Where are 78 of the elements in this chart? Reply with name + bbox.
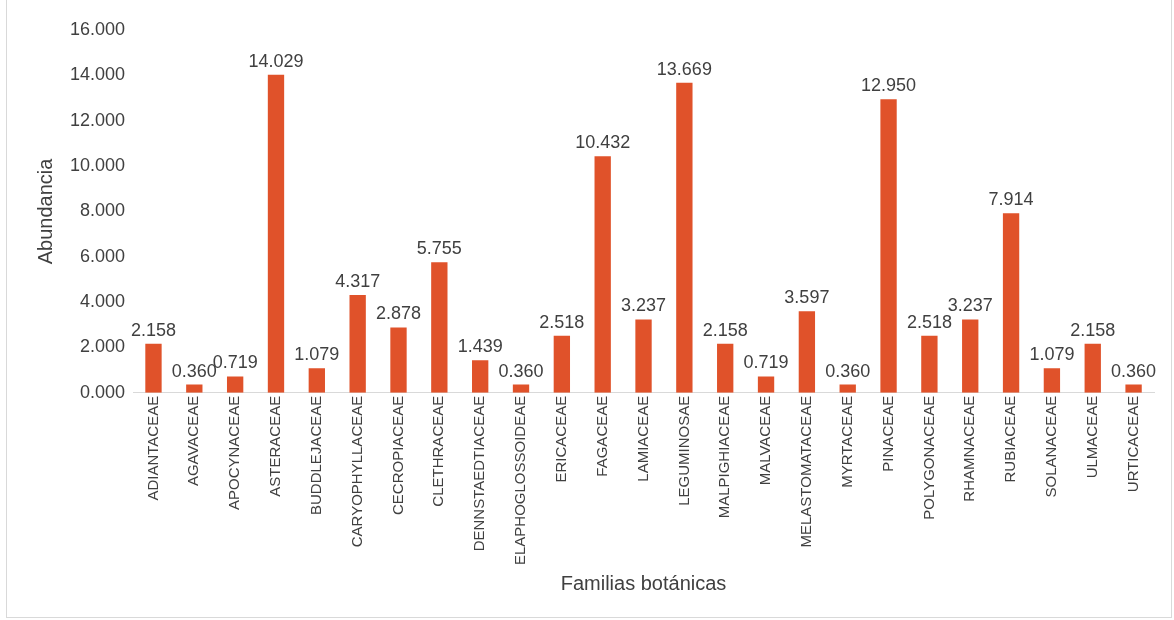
x-tick-label: RHAMNACEAE bbox=[960, 395, 978, 502]
bar bbox=[798, 311, 816, 393]
x-tick-label: CLETHRACEAE bbox=[429, 395, 447, 507]
bar bbox=[145, 343, 162, 393]
bar bbox=[635, 319, 652, 393]
y-tick-label: 6.000 bbox=[80, 245, 126, 266]
data-label: 3.597 bbox=[784, 287, 830, 308]
x-tick-label: DENNSTAEDTIACEAE bbox=[470, 395, 488, 552]
data-label: 2.158 bbox=[1070, 319, 1116, 340]
x-axis-title: Familias botánicas bbox=[560, 571, 727, 594]
bar bbox=[962, 319, 979, 393]
bar bbox=[390, 327, 407, 393]
bar bbox=[717, 343, 734, 393]
data-label: 0.360 bbox=[498, 360, 544, 381]
x-tick-label: ULMACEAE bbox=[1082, 395, 1100, 479]
y-tick-label: 8.000 bbox=[80, 200, 126, 221]
x-tick-label: LAMIACEAE bbox=[633, 395, 651, 482]
x-tick-label: LEGUMINOSAE bbox=[674, 395, 692, 506]
y-tick-label: 4.000 bbox=[80, 291, 126, 312]
data-label: 1.439 bbox=[457, 336, 503, 357]
bar bbox=[431, 262, 448, 393]
bar bbox=[553, 335, 571, 393]
bar bbox=[880, 99, 897, 393]
bar bbox=[1002, 213, 1020, 393]
x-tick-label: ERICACEAE bbox=[551, 395, 569, 483]
data-label: 4.317 bbox=[335, 270, 381, 291]
x-tick-label: POLYGONACEAE bbox=[919, 395, 937, 520]
data-label: 2.878 bbox=[375, 303, 422, 324]
x-tick-label: SOLANACEAE bbox=[1042, 395, 1060, 498]
data-label: 5.755 bbox=[416, 238, 462, 259]
x-tick-label: MALVACEAE bbox=[756, 395, 774, 486]
data-label: 0.719 bbox=[743, 352, 789, 373]
bar bbox=[594, 156, 611, 393]
bar bbox=[308, 368, 325, 393]
x-tick-label: ADIANTACEAE bbox=[143, 395, 161, 501]
y-tick-label: 14.000 bbox=[69, 64, 126, 85]
x-tick-label: AGAVACEAE bbox=[184, 395, 202, 487]
y-axis-title: Abundancia bbox=[33, 157, 56, 265]
data-label: 12.950 bbox=[861, 75, 917, 96]
x-tick-label: ASTERACEAE bbox=[266, 395, 284, 497]
x-tick-label: CECROPIACEAE bbox=[388, 395, 406, 515]
bar bbox=[226, 376, 244, 393]
data-label: 14.029 bbox=[248, 50, 304, 71]
data-label: 2.158 bbox=[130, 319, 176, 340]
bar bbox=[921, 335, 938, 393]
x-tick-label: BUDDLEJACEAE bbox=[306, 395, 324, 515]
bar bbox=[349, 294, 366, 393]
data-label: 0.360 bbox=[825, 360, 871, 381]
x-tick-label: MALPIGHIACEAE bbox=[715, 395, 733, 519]
data-label: 2.158 bbox=[702, 319, 748, 340]
bar bbox=[757, 376, 775, 393]
data-label: 7.914 bbox=[988, 189, 1034, 210]
y-tick-label: 16.000 bbox=[69, 18, 126, 39]
x-tick-label: PINACEAE bbox=[878, 395, 896, 472]
data-label: 0.360 bbox=[1111, 360, 1157, 381]
y-tick-label: 10.000 bbox=[69, 155, 126, 176]
data-label: 13.669 bbox=[656, 58, 712, 79]
y-tick-label: 0.000 bbox=[80, 381, 126, 402]
bar bbox=[472, 360, 489, 393]
bar bbox=[1043, 368, 1061, 393]
data-label: 3.237 bbox=[621, 295, 667, 316]
bar bbox=[676, 82, 693, 393]
x-tick-label: CARYOPHYLLACEAE bbox=[347, 395, 365, 548]
y-tick-label: 2.000 bbox=[80, 336, 126, 357]
x-tick-label: MYRTACEAE bbox=[837, 395, 855, 488]
y-tick-label: 12.000 bbox=[69, 109, 126, 130]
bar bbox=[267, 74, 285, 393]
x-tick-label: FAGACEAE bbox=[592, 395, 610, 477]
data-label: 1.079 bbox=[1029, 344, 1075, 365]
x-tick-label: APOCYNACEAE bbox=[225, 395, 243, 510]
x-tick-label: URTICACEAE bbox=[1123, 395, 1141, 493]
data-label: 10.432 bbox=[575, 132, 631, 153]
x-tick-label: MELASTOMATACEAE bbox=[797, 395, 815, 548]
data-label: 1.079 bbox=[294, 344, 340, 365]
x-tick-label: RUBIACEAE bbox=[1001, 395, 1019, 483]
bar bbox=[1084, 343, 1101, 393]
x-tick-label: ELAPHOGLOSSOIDEAE bbox=[511, 395, 529, 566]
data-label: 2.518 bbox=[539, 311, 585, 332]
